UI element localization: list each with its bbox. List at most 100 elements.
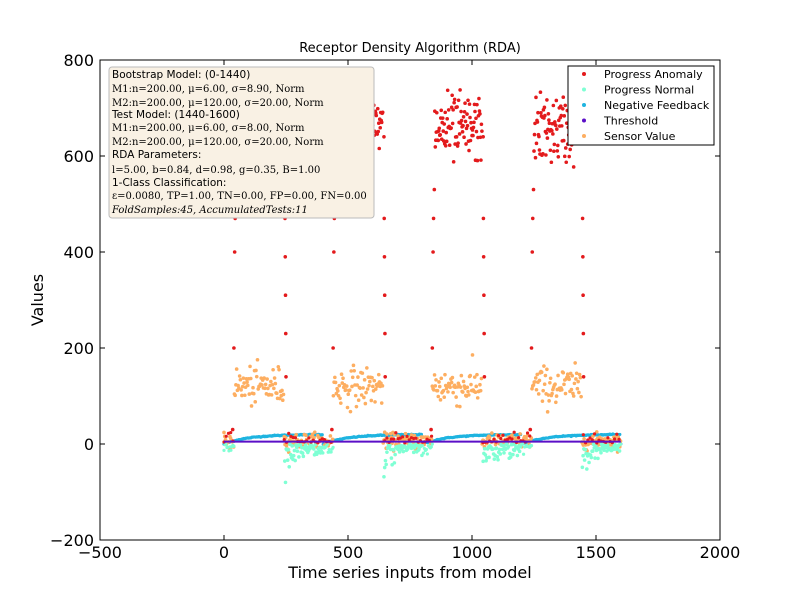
sensor-value-point: [433, 384, 438, 388]
progress-normal-point: [582, 458, 587, 462]
progress-anomaly-point: [554, 98, 559, 103]
sensor-value-point: [362, 378, 367, 382]
progress-anomaly-point: [444, 130, 449, 135]
sensor-value-point: [572, 381, 577, 386]
sensor-value-point: [403, 431, 408, 436]
progress-normal-point: [327, 448, 331, 452]
sensor-value-point: [271, 367, 275, 372]
sensor-value-point: [242, 381, 246, 385]
progress-normal-point: [325, 443, 329, 447]
sensor-value-point: [344, 384, 349, 388]
progress-normal-point: [484, 458, 488, 463]
sensor-value-point: [466, 389, 470, 394]
progress-normal-point: [297, 455, 301, 459]
progress-normal-point: [511, 452, 515, 457]
sensor-value-point: [281, 392, 286, 397]
progress-anomaly-point: [556, 154, 561, 159]
progress-normal-point: [618, 442, 623, 446]
progress-anomaly-point: [561, 95, 566, 100]
progress-normal-point: [492, 457, 497, 461]
progress-anomaly-point: [564, 160, 569, 165]
progress-anomaly-point: [380, 110, 385, 115]
sensor-value-point: [270, 382, 275, 387]
sensor-value-point: [336, 389, 340, 393]
progress-anomaly-point: [441, 129, 446, 133]
sensor-value-point: [273, 381, 278, 386]
progress-anomaly-point: [282, 437, 286, 442]
y-axis-label: Values: [28, 274, 47, 326]
progress-anomaly-point: [539, 110, 543, 115]
progress-anomaly-point: [471, 133, 475, 138]
sensor-value-point: [542, 382, 547, 387]
sensor-value-point: [265, 377, 269, 381]
sensor-value-point: [571, 394, 576, 398]
progress-anomaly-point: [568, 147, 573, 152]
sensor-value-point: [556, 373, 560, 378]
progress-anomaly-point: [330, 427, 334, 432]
progress-normal-point: [222, 448, 226, 452]
sensor-value-point: [432, 373, 437, 377]
progress-anomaly-point: [481, 216, 486, 221]
progress-normal-point: [293, 458, 297, 463]
info-box-background: [108, 66, 375, 219]
sensor-value-point: [435, 388, 440, 393]
progress-anomaly-point: [405, 434, 409, 439]
progress-anomaly-point: [533, 155, 538, 160]
sensor-value-point: [475, 396, 480, 400]
sensor-value-point: [364, 390, 368, 395]
legend-marker: [582, 72, 586, 76]
sensor-value-point: [475, 372, 479, 377]
progress-anomaly-point: [550, 128, 554, 133]
progress-normal-point: [393, 452, 397, 457]
progress-anomaly-point: [613, 437, 617, 441]
progress-normal-point: [429, 445, 433, 449]
progress-anomaly-point: [450, 121, 455, 126]
sensor-value-point: [478, 388, 483, 393]
sensor-value-point: [573, 361, 577, 365]
progress-normal-point: [517, 449, 522, 454]
progress-anomaly-point: [475, 102, 479, 107]
sensor-value-point: [554, 400, 558, 405]
progress-anomaly-point: [449, 126, 453, 130]
progress-anomaly-point: [232, 250, 237, 254]
sensor-value-point: [541, 388, 545, 393]
progress-anomaly-point: [561, 138, 566, 143]
progress-normal-point: [430, 442, 434, 446]
progress-anomaly-point: [550, 121, 555, 126]
sensor-value-point: [434, 378, 438, 382]
progress-normal-point: [589, 455, 594, 460]
legend-label: Threshold: [603, 115, 658, 128]
progress-anomaly-point: [558, 104, 563, 108]
progress-anomaly-point: [382, 254, 387, 259]
info-box-line: Test Model: (1440-1600): [111, 109, 240, 121]
progress-anomaly-point: [478, 135, 483, 140]
x-axis-label: Time series inputs from model: [287, 563, 531, 582]
sensor-value-point: [338, 396, 342, 401]
sensor-value-point: [510, 433, 514, 437]
y-tick-label: 800: [63, 51, 94, 70]
sensor-value-point: [458, 404, 462, 409]
x-tick-label: −500: [78, 543, 122, 562]
progress-normal-point: [599, 450, 603, 455]
progress-normal-point: [425, 452, 429, 456]
x-tick-label: 2000: [700, 543, 741, 562]
progress-anomaly-point: [617, 437, 621, 441]
progress-normal-point: [424, 447, 428, 452]
sensor-value-point: [437, 384, 442, 389]
sensor-value-point: [245, 380, 249, 384]
sensor-value-point: [251, 391, 256, 396]
progress-anomaly-point: [283, 331, 288, 336]
sensor-value-point: [233, 393, 237, 398]
progress-anomaly-point: [537, 134, 541, 139]
progress-normal-point: [298, 443, 303, 447]
sensor-value-point: [474, 384, 479, 389]
progress-normal-point: [384, 462, 388, 467]
sensor-value-point: [487, 435, 492, 440]
sensor-value-point: [331, 394, 336, 398]
progress-anomaly-point: [528, 427, 533, 432]
progress-normal-point: [285, 458, 290, 462]
progress-anomaly-point: [434, 110, 439, 115]
progress-anomaly-point: [378, 125, 383, 130]
progress-normal-point: [382, 474, 386, 479]
sensor-value-point: [263, 386, 267, 391]
